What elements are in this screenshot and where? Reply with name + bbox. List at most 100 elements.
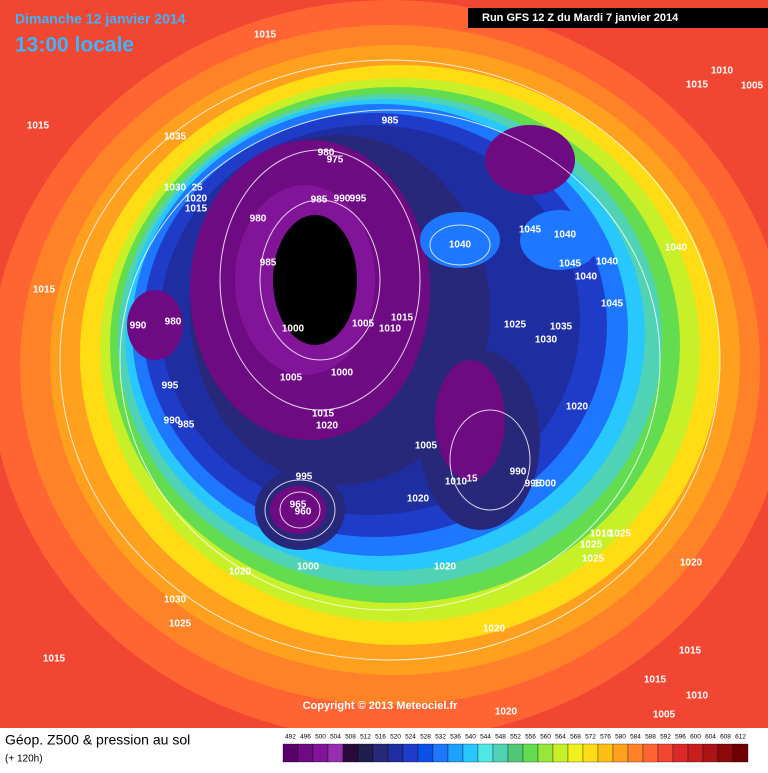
isobar-label: 1025 (582, 554, 605, 565)
scale-label: 576 (600, 734, 611, 741)
isobar-label: 1015 (254, 30, 277, 41)
scale-label: 540 (465, 734, 476, 741)
scale-label: 592 (660, 734, 671, 741)
isobar-label: 995 (162, 381, 179, 392)
isobar-label: 1015 (312, 409, 335, 420)
isobar-label: 995 (350, 194, 367, 205)
geopotential-field (0, 0, 768, 740)
isobar-label: 980 (250, 214, 267, 225)
isobar-label: 960 (295, 507, 312, 518)
isobar-label: 985 (382, 116, 399, 127)
isobar-label: 965 (290, 500, 307, 511)
isobar-label: 1030 (164, 595, 187, 606)
isobar-label: 1020 (566, 402, 589, 413)
scale-swatch (687, 743, 704, 763)
scale-label: 512 (360, 734, 371, 741)
scale-label: 496 (300, 734, 311, 741)
scale-swatch (462, 743, 479, 763)
isobar-label: 990 (334, 194, 351, 205)
isobar-label: 1025 (169, 619, 192, 630)
isobar-label: 1000 (282, 324, 305, 335)
scale-label: 560 (540, 734, 551, 741)
scale-label: 580 (615, 734, 626, 741)
scale-label: 516 (375, 734, 386, 741)
scale-label: 612 (735, 734, 746, 741)
scale-swatch (717, 743, 734, 763)
isobar-label: 1045 (519, 225, 542, 236)
isobar-label: 15 (466, 474, 478, 485)
scale-label: 584 (630, 734, 641, 741)
isobar-label: 1005 (280, 373, 303, 384)
isobar-label: 1035 (164, 132, 187, 143)
isobar-label: 25 (191, 183, 203, 194)
scale-swatch (357, 743, 374, 763)
scale-label: 508 (345, 734, 356, 741)
scale-label: 528 (420, 734, 431, 741)
isobar-label: 1020 (229, 567, 252, 578)
isobar-label: 1020 (434, 562, 457, 573)
isobar-label: 1020 (407, 494, 430, 505)
isobar-label: 980 (318, 148, 335, 159)
isobar-label: 1010 (379, 324, 402, 335)
scale-swatch (567, 743, 584, 763)
isobar-label: 1040 (575, 272, 598, 283)
scale-label: 568 (570, 734, 581, 741)
scale-label: 600 (690, 734, 701, 741)
isobar-label: 990 (510, 467, 527, 478)
scale-label: 520 (390, 734, 401, 741)
scale-label: 532 (435, 734, 446, 741)
isobar-label: 1020 (316, 421, 339, 432)
scale-swatch (312, 743, 329, 763)
isobar-label: 1010 (590, 529, 613, 540)
scale-label: 604 (705, 734, 716, 741)
isobar-label: 990 (164, 416, 181, 427)
isobar-label: 1025 (609, 529, 632, 540)
isobar-label: 1040 (596, 257, 619, 268)
run-box (468, 8, 768, 28)
scale-swatch (492, 743, 509, 763)
isobar-label: 1015 (391, 313, 414, 324)
forecast-date: Dimanche 12 janvier 2014 (15, 11, 186, 27)
scale-swatch (477, 743, 494, 763)
scale-swatch (552, 743, 569, 763)
isobar-label: 1035 (550, 322, 573, 333)
scale-swatch (597, 743, 614, 763)
scale-swatch (432, 743, 449, 763)
scale-swatch (372, 743, 389, 763)
isobar-label: 1005 (415, 441, 438, 452)
scale-swatch (612, 743, 629, 763)
scale-swatch (327, 743, 344, 763)
isobar-label: 1025 (580, 540, 603, 551)
scale-label: 552 (510, 734, 521, 741)
copyright: Copyright © 2013 Meteociel.fr (303, 700, 459, 712)
scale-swatch (387, 743, 404, 763)
scale-swatch (522, 743, 539, 763)
legend-subtitle: (+ 120h) (5, 754, 43, 765)
scale-label: 544 (480, 734, 491, 741)
scale-label: 500 (315, 734, 326, 741)
isobar-label: 1000 (297, 562, 320, 573)
isobar-label: 1020 (680, 558, 703, 569)
isobar-label: 985 (260, 258, 277, 269)
scale-label: 504 (330, 734, 341, 741)
scale-label: 536 (450, 734, 461, 741)
isobar-label: 985 (178, 420, 195, 431)
scale-swatch (417, 743, 434, 763)
isobar-label: 1010 (445, 477, 468, 488)
scale-swatch (657, 743, 674, 763)
scale-label: 572 (585, 734, 596, 741)
isobar-label: 1020 (185, 194, 208, 205)
isobar-label: 1005 (653, 710, 676, 721)
scale-swatch (282, 743, 299, 763)
isobar-label: 1020 (495, 707, 518, 718)
isobar-label: 1040 (665, 243, 688, 254)
isobars (59, 59, 721, 661)
scale-swatch (642, 743, 659, 763)
isobar-label: 990 (130, 321, 147, 332)
scale-swatch (672, 743, 689, 763)
isobar-label: 1015 (644, 675, 667, 686)
isobar-label: 1015 (33, 285, 56, 296)
